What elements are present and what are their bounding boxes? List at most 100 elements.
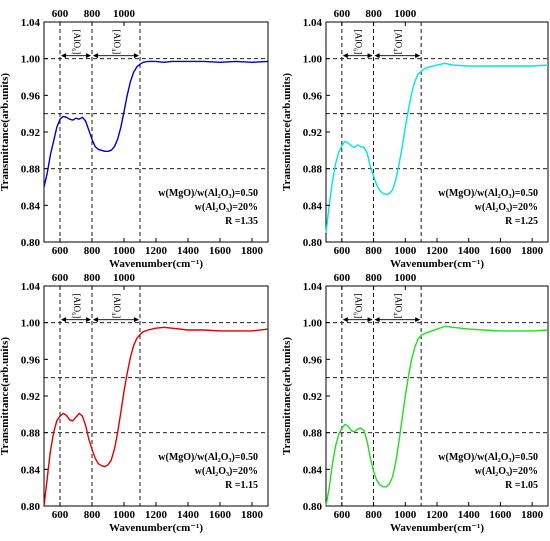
y-tick-label: 1.00 (21, 318, 41, 330)
top-tick-label: 1000 (394, 272, 417, 284)
y-tick-label: 0.88 (303, 164, 323, 176)
top-tick-label: 1000 (394, 8, 417, 20)
top-tick-label: 800 (365, 8, 382, 20)
series-line (325, 62, 549, 233)
y-tick-label: 0.92 (303, 127, 323, 139)
annotation-text: w(Al₂O₃)=20% (475, 466, 538, 477)
x-tick-label: 1200 (145, 509, 168, 521)
region-arrow-head-left (342, 53, 348, 59)
series-line (43, 60, 269, 188)
y-tick-label: 1.04 (303, 281, 323, 293)
y-tick-label: 1.04 (21, 281, 41, 293)
x-tick-label: 1000 (394, 509, 417, 521)
series-line (43, 326, 269, 507)
annotation-text: w(Al₂O₃)=20% (475, 202, 538, 213)
y-tick-label: 0.84 (21, 200, 41, 212)
annotation-text: R =1.25 (505, 216, 538, 227)
x-tick-label: 600 (334, 245, 351, 257)
chart-panel-3: [AlO₆] [AlO₄] 600 800 1000 1200 1400 1600 1800 60… (0, 272, 269, 534)
top-tick-label: 800 (84, 8, 101, 20)
annotation-text: R =1.35 (225, 216, 258, 227)
top-tick-label: 800 (365, 272, 382, 284)
x-tick-label: 1600 (489, 245, 512, 257)
x-tick-label: 1000 (394, 245, 417, 257)
region-arrow-head-left (342, 317, 348, 323)
x-tick-label: 800 (84, 245, 101, 257)
region-arrow-head-right (134, 53, 139, 59)
y-axis-title: Transmittance(arb.units) (0, 73, 11, 191)
y-tick-label: 0.88 (21, 164, 41, 176)
region-arrow-head-left (61, 53, 66, 59)
top-tick-label: 1000 (113, 272, 136, 284)
top-tick-label: 600 (334, 272, 351, 284)
chart-panel-4: [AlO₆] [AlO₄] 600 800 1000 1200 1400 1600 1800 60… (281, 272, 549, 534)
y-tick-label: 1.04 (303, 17, 323, 29)
y-tick-label: 0.84 (21, 464, 41, 476)
x-tick-label: 1200 (145, 245, 168, 257)
x-tick-label: 1400 (458, 509, 481, 521)
y-tick-label: 1.04 (21, 17, 41, 29)
chart-panel-1: [AlO₆] [AlO₄] 600 800 1000 1200 1400 1600 1800 60… (0, 8, 269, 270)
x-tick-label: 600 (52, 509, 69, 521)
y-tick-label: 0.92 (21, 127, 41, 139)
x-tick-label: 800 (84, 509, 101, 521)
x-tick-label: 1600 (489, 509, 512, 521)
y-tick-label: 0.80 (303, 237, 323, 249)
x-tick-label: 1800 (241, 509, 264, 521)
x-tick-label: 1800 (241, 245, 264, 257)
annotation-text: R =1.05 (505, 480, 538, 491)
x-tick-label: 1200 (426, 245, 449, 257)
region-arrow-head-left (61, 317, 66, 323)
region-arrow-head-left (93, 53, 98, 59)
annotation-text: w(Al₂O₃)=20% (195, 202, 258, 213)
y-tick-label: 0.88 (303, 428, 323, 440)
top-tick-label: 600 (52, 272, 69, 284)
x-axis-title: Wavenumber(cm⁻¹) (109, 522, 203, 534)
y-tick-label: 0.96 (303, 90, 323, 102)
y-tick-label: 1.00 (303, 54, 323, 66)
x-tick-label: 1600 (209, 509, 232, 521)
x-tick-label: 800 (365, 245, 382, 257)
chart-panel-2: [AlO₆] [AlO₄] 600 800 1000 1200 1400 1600 1800 60… (281, 8, 549, 270)
x-tick-label: 1800 (521, 509, 544, 521)
y-tick-label: 0.96 (303, 354, 323, 366)
y-axis-title: Transmittance(arb.units) (281, 73, 293, 191)
y-tick-label: 0.80 (21, 237, 41, 249)
y-tick-label: 0.96 (21, 90, 41, 102)
top-tick-label: 800 (84, 272, 101, 284)
region-label: [AlO₆] (354, 294, 364, 319)
region-label: [AlO₆] (354, 30, 364, 55)
region-label: [AlO₆] (72, 294, 82, 319)
x-tick-label: 1000 (113, 245, 136, 257)
x-tick-label: 600 (52, 245, 69, 257)
y-tick-label: 0.80 (303, 501, 323, 513)
annotation-text: w(MgO)/w(Al₂O₃)=0.50 (438, 188, 538, 199)
annotation-text: w(MgO)/w(Al₂O₃)=0.50 (158, 452, 258, 463)
x-tick-label: 1400 (458, 245, 481, 257)
region-label: [AlO₆] (72, 30, 82, 55)
x-tick-label: 600 (334, 509, 351, 521)
x-tick-label: 1400 (177, 509, 200, 521)
y-tick-label: 0.96 (21, 354, 41, 366)
x-axis-title: Wavenumber(cm⁻¹) (390, 522, 484, 534)
x-tick-label: 1600 (209, 245, 232, 257)
y-axis-title: Transmittance(arb.units) (281, 337, 293, 455)
region-arrow-head-right (415, 317, 421, 323)
x-tick-label: 1800 (521, 245, 544, 257)
top-tick-label: 600 (334, 8, 351, 20)
y-tick-label: 0.84 (303, 200, 323, 212)
top-tick-label: 600 (52, 8, 69, 20)
annotation-text: w(MgO)/w(Al₂O₃)=0.50 (438, 452, 538, 463)
region-arrow-head-right (86, 317, 91, 323)
x-tick-label: 800 (365, 509, 382, 521)
region-arrow-head-left (374, 317, 380, 323)
region-arrow-head-right (367, 53, 373, 59)
region-arrow-head-left (374, 53, 380, 59)
region-arrow-head-right (134, 317, 139, 323)
y-axis-title: Transmittance(arb.units) (0, 337, 11, 455)
region-arrow-head-right (367, 317, 373, 323)
y-tick-label: 0.80 (21, 501, 41, 513)
top-tick-label: 1000 (113, 8, 136, 20)
